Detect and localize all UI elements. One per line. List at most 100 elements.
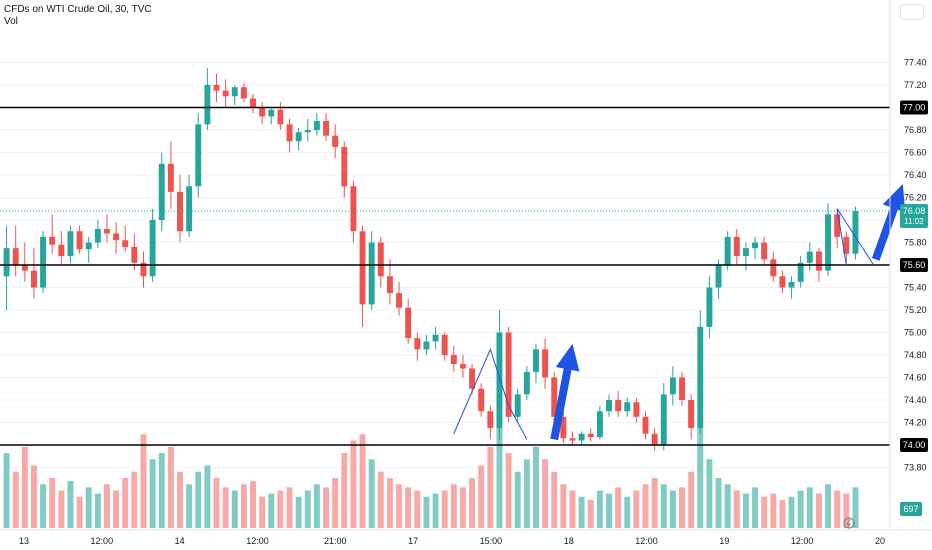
candle-body bbox=[259, 107, 266, 117]
price-tick-label: 75.00 bbox=[904, 328, 927, 338]
chart-settings-button[interactable] bbox=[900, 4, 924, 20]
candle bbox=[177, 175, 183, 243]
candle-body bbox=[240, 87, 247, 99]
volume-bar bbox=[679, 487, 685, 528]
volume-bar bbox=[551, 471, 558, 528]
candle bbox=[313, 113, 320, 136]
volume-bar bbox=[688, 471, 695, 528]
candle-body bbox=[852, 211, 859, 254]
candle-body bbox=[40, 236, 47, 288]
time-tick-label: 19 bbox=[719, 536, 729, 546]
candle-body bbox=[67, 231, 74, 256]
volume-bars bbox=[3, 428, 859, 528]
candle-body bbox=[76, 231, 83, 250]
candle-body bbox=[85, 242, 92, 250]
candle bbox=[195, 113, 202, 198]
candle bbox=[450, 346, 457, 372]
volume-bar bbox=[49, 478, 56, 528]
zigzag-path[interactable] bbox=[836, 208, 875, 266]
price-tick-label: 74.60 bbox=[904, 373, 927, 383]
volume-label: Vol bbox=[4, 16, 18, 27]
volume-bar bbox=[761, 496, 768, 528]
volume-bar bbox=[542, 459, 549, 528]
volume-bar bbox=[633, 490, 640, 528]
volume-bar bbox=[405, 487, 412, 528]
time-tick-label: 17 bbox=[408, 536, 418, 546]
level-badge-bg bbox=[900, 258, 928, 272]
price-tick-label: 74.20 bbox=[904, 418, 927, 428]
volume-bar bbox=[660, 484, 667, 528]
volume-bar bbox=[104, 484, 110, 528]
candle bbox=[788, 276, 795, 299]
volume-bar bbox=[706, 459, 713, 528]
candle-body bbox=[359, 231, 366, 305]
candle bbox=[523, 366, 530, 400]
lightning-icon[interactable] bbox=[843, 517, 855, 529]
candle-body bbox=[487, 411, 494, 429]
volume-bar bbox=[806, 487, 813, 528]
volume-bar bbox=[21, 446, 28, 528]
candle bbox=[386, 259, 393, 305]
trend-arrow[interactable] bbox=[871, 184, 906, 261]
lightning-icon-bolt bbox=[846, 518, 851, 528]
candle-body bbox=[615, 400, 622, 412]
volume-bar bbox=[177, 471, 183, 528]
volume-bar bbox=[259, 496, 266, 528]
candle-body bbox=[459, 364, 466, 369]
candle-body bbox=[843, 236, 850, 254]
volume-bar bbox=[697, 428, 704, 528]
volume-bar bbox=[797, 490, 804, 528]
volume-bar bbox=[377, 471, 384, 528]
candle-body bbox=[624, 402, 631, 412]
time-tick-label: 12:00 bbox=[635, 536, 658, 546]
volume-bar bbox=[432, 493, 439, 528]
volume-bar bbox=[788, 496, 795, 528]
volume-bar bbox=[304, 490, 311, 528]
candle bbox=[94, 220, 101, 249]
candle-body bbox=[478, 388, 485, 412]
candle-body bbox=[304, 130, 311, 133]
volume-bar bbox=[222, 487, 229, 528]
candle-body bbox=[724, 236, 731, 265]
volume-bar bbox=[186, 484, 193, 528]
candle bbox=[3, 225, 10, 310]
candle-body bbox=[177, 191, 183, 232]
candle bbox=[30, 248, 37, 299]
candle bbox=[222, 79, 229, 108]
zigzag-path[interactable] bbox=[453, 347, 528, 440]
volume-bar bbox=[122, 478, 129, 528]
candle-body bbox=[825, 214, 832, 271]
candle bbox=[259, 101, 266, 125]
volume-bar bbox=[742, 493, 749, 528]
volume-bar bbox=[277, 490, 284, 528]
volume-bar bbox=[615, 487, 622, 528]
candle-body bbox=[131, 247, 138, 263]
volume-bar bbox=[76, 496, 83, 528]
volume-bar bbox=[596, 490, 603, 528]
candle bbox=[85, 236, 92, 263]
price-tick-label: 76.40 bbox=[904, 170, 927, 180]
candle-body bbox=[587, 433, 594, 438]
candle-body bbox=[396, 293, 403, 308]
price-tick-label: 76.20 bbox=[904, 193, 927, 203]
volume-bar bbox=[386, 478, 393, 528]
volume-bar bbox=[58, 490, 65, 528]
volume-badge-label: 697 bbox=[903, 504, 918, 514]
candle bbox=[359, 225, 366, 327]
time-tick-label: 15:00 bbox=[480, 536, 503, 546]
candle bbox=[350, 180, 357, 243]
candle-body bbox=[752, 242, 758, 249]
candle-body bbox=[688, 400, 695, 429]
candle bbox=[469, 364, 476, 395]
candle bbox=[852, 206, 859, 260]
candle bbox=[596, 405, 603, 440]
volume-bar bbox=[578, 496, 585, 528]
volume-bar bbox=[195, 471, 202, 528]
trend-arrow[interactable] bbox=[550, 343, 580, 441]
candle bbox=[12, 225, 19, 277]
candle bbox=[40, 231, 47, 294]
volume-bar bbox=[441, 490, 448, 528]
candle bbox=[533, 343, 539, 384]
volume-bar bbox=[560, 484, 567, 528]
